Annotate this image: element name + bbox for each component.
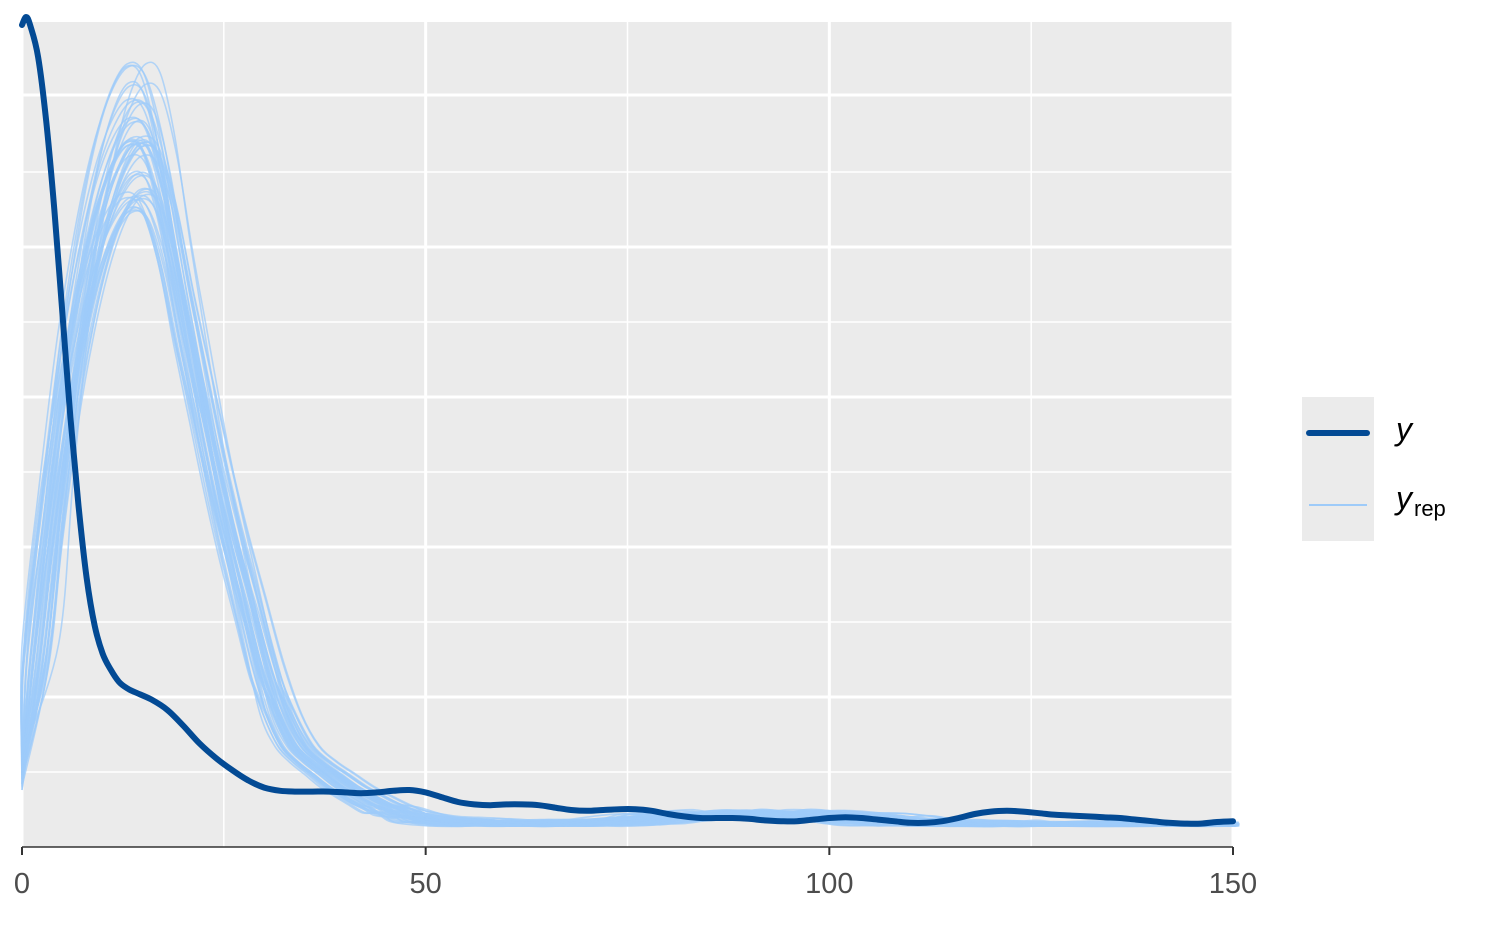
grid-minor xyxy=(22,22,1233,847)
legend-yrep-label: yrep xyxy=(1394,480,1446,521)
x-tick-label: 100 xyxy=(805,868,853,900)
yrep-series-line xyxy=(20,99,1239,828)
yrep-series-line xyxy=(21,139,1140,827)
x-tick-label: 150 xyxy=(1209,868,1257,900)
y-series-line xyxy=(19,14,1236,827)
legend-y-label: y xyxy=(1394,411,1414,447)
legend-yrep-label-main: y xyxy=(1394,480,1414,516)
x-axis-ticks: 0 50 100 150 xyxy=(14,847,1257,900)
legend-yrep-label-sub: rep xyxy=(1414,496,1446,521)
x-tick-label: 0 xyxy=(14,868,30,900)
legend: y yrep xyxy=(1302,397,1446,541)
grid-major xyxy=(20,22,1235,847)
yrep-series-line xyxy=(21,97,1234,828)
legend-key-background xyxy=(1302,397,1374,541)
x-tick-label: 50 xyxy=(410,868,442,900)
